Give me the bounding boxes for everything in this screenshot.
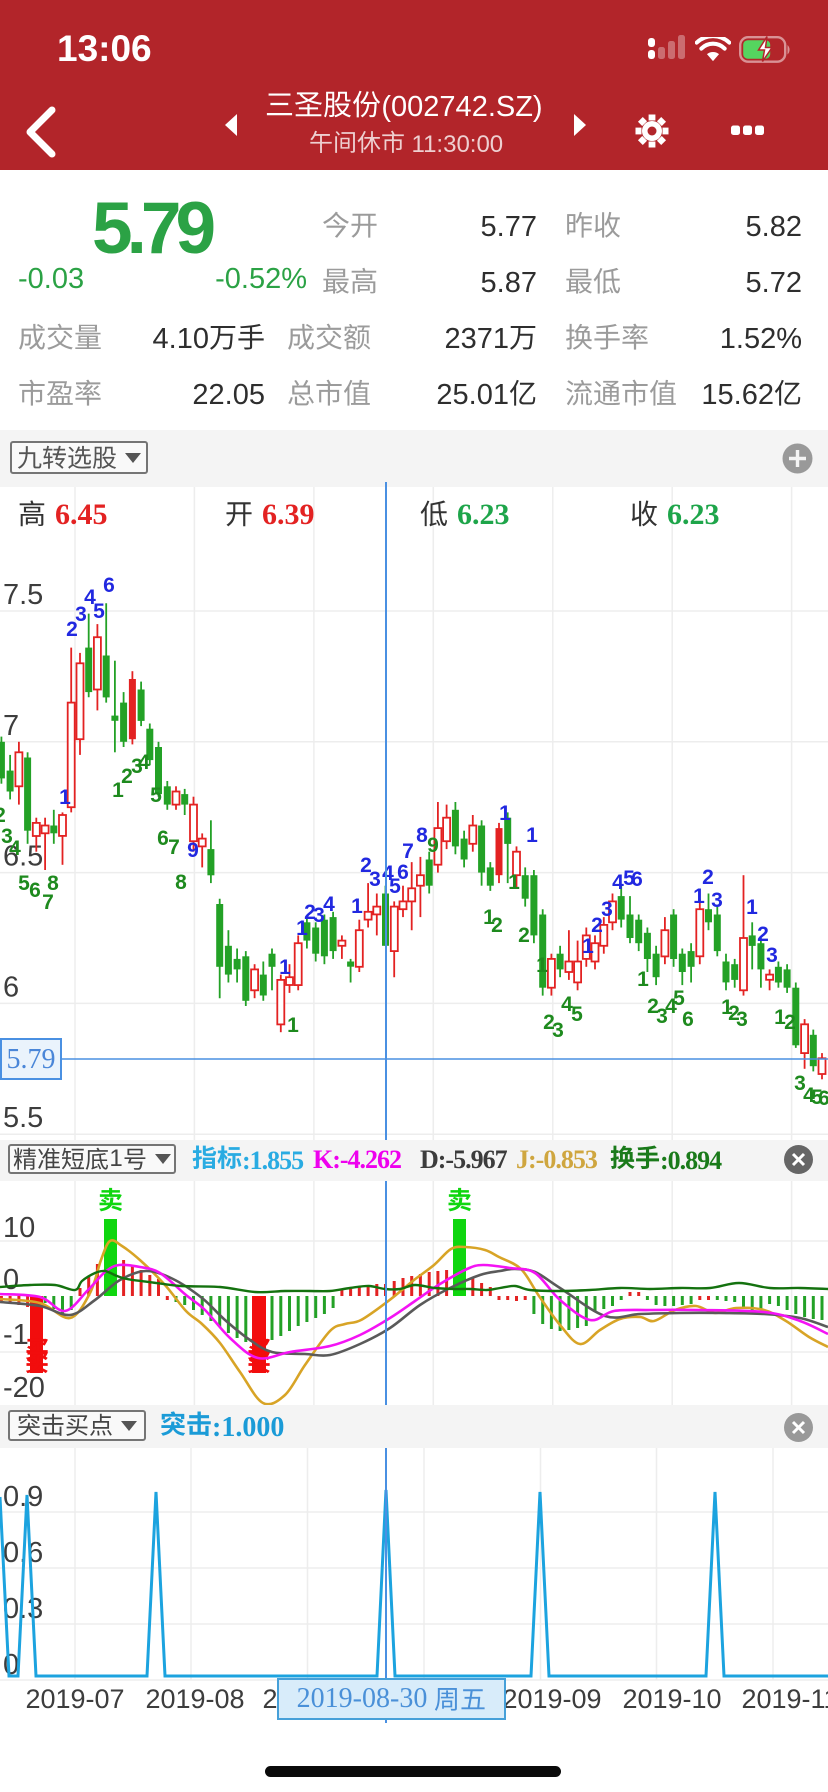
svg-text:4: 4 <box>138 751 150 774</box>
svg-text:2019-08: 2019-08 <box>145 1684 244 1714</box>
svg-text:7: 7 <box>168 836 180 859</box>
svg-text:1: 1 <box>582 935 594 958</box>
svg-text:4: 4 <box>665 995 677 1018</box>
svg-text:1: 1 <box>746 896 758 919</box>
svg-text:1: 1 <box>483 906 495 929</box>
svg-text:5: 5 <box>389 875 401 898</box>
svg-text:3: 3 <box>369 868 381 891</box>
svg-text:2: 2 <box>304 901 316 924</box>
svg-text:9: 9 <box>187 839 199 862</box>
svg-text:1: 1 <box>499 802 511 825</box>
svg-text:10: 10 <box>3 1212 35 1244</box>
svg-text:1: 1 <box>508 871 520 894</box>
svg-text:5: 5 <box>623 867 635 890</box>
svg-text:5: 5 <box>571 1003 583 1026</box>
svg-text:4: 4 <box>323 893 335 916</box>
svg-text:2019-11: 2019-11 <box>741 1684 828 1714</box>
svg-text:6: 6 <box>103 574 115 597</box>
svg-text:1: 1 <box>536 954 548 977</box>
svg-text:4: 4 <box>9 837 21 860</box>
svg-text:2: 2 <box>262 1684 277 1714</box>
svg-text:6.45: 6.45 <box>55 498 108 531</box>
svg-text:8: 8 <box>47 872 59 895</box>
svg-text:5: 5 <box>811 1086 823 1109</box>
svg-text:6.23: 6.23 <box>457 498 510 531</box>
svg-text:2019-10: 2019-10 <box>622 1684 721 1714</box>
svg-text:3: 3 <box>552 1019 564 1042</box>
svg-text:7: 7 <box>3 710 19 742</box>
svg-text:4: 4 <box>84 586 96 609</box>
svg-text:1: 1 <box>637 968 649 991</box>
svg-text:6: 6 <box>397 861 409 884</box>
svg-text:2: 2 <box>0 804 6 827</box>
svg-text:5: 5 <box>673 987 685 1010</box>
svg-text:3: 3 <box>794 1072 806 1095</box>
svg-text:2019-09: 2019-09 <box>502 1684 601 1714</box>
svg-text:2: 2 <box>591 914 603 937</box>
svg-text:7.5: 7.5 <box>3 579 43 611</box>
svg-text:2: 2 <box>66 618 78 641</box>
svg-text:6: 6 <box>818 1087 828 1110</box>
svg-text:2: 2 <box>491 914 503 937</box>
svg-text:2: 2 <box>543 1011 555 1034</box>
svg-text:1: 1 <box>351 895 363 918</box>
svg-text:3: 3 <box>75 603 87 626</box>
svg-text:1: 1 <box>59 786 71 809</box>
svg-text:7: 7 <box>402 840 414 863</box>
svg-text:6: 6 <box>3 971 19 1003</box>
svg-text:2: 2 <box>757 923 769 946</box>
svg-text:2: 2 <box>518 924 530 947</box>
svg-text:9: 9 <box>427 834 439 857</box>
svg-text:6.39: 6.39 <box>262 498 315 531</box>
svg-text:2: 2 <box>784 1011 796 1034</box>
svg-text:5: 5 <box>18 872 30 895</box>
svg-text:1: 1 <box>296 917 308 940</box>
svg-text:1: 1 <box>279 956 291 979</box>
svg-text:1: 1 <box>112 779 124 802</box>
svg-text:1: 1 <box>526 824 538 847</box>
svg-text:3: 3 <box>711 889 723 912</box>
svg-text:-1: -1 <box>3 1319 29 1351</box>
svg-text:2: 2 <box>121 765 133 788</box>
svg-text:5.5: 5.5 <box>3 1102 43 1134</box>
svg-text:3: 3 <box>601 898 613 921</box>
svg-text:3: 3 <box>656 1005 668 1028</box>
svg-text:2: 2 <box>728 1002 740 1025</box>
svg-text:7: 7 <box>42 891 54 914</box>
svg-text:6: 6 <box>29 879 41 902</box>
svg-text:8: 8 <box>175 871 187 894</box>
svg-text:6: 6 <box>157 827 169 850</box>
svg-text:3: 3 <box>766 944 778 967</box>
svg-text:3: 3 <box>313 904 325 927</box>
svg-text:5.79: 5.79 <box>7 1044 56 1075</box>
svg-text:3: 3 <box>736 1008 748 1031</box>
svg-text:4: 4 <box>612 871 624 894</box>
svg-text:1: 1 <box>721 996 733 1019</box>
svg-text:6: 6 <box>682 1008 694 1031</box>
svg-text:5: 5 <box>150 784 162 807</box>
svg-text:2: 2 <box>702 866 714 889</box>
svg-text:1: 1 <box>287 1014 299 1037</box>
svg-text:6: 6 <box>631 868 643 891</box>
svg-text:0.9: 0.9 <box>3 1481 43 1513</box>
svg-text:3: 3 <box>1 825 13 848</box>
svg-text:2: 2 <box>647 995 659 1018</box>
svg-text:5: 5 <box>93 600 105 623</box>
svg-text:3: 3 <box>131 755 143 778</box>
svg-text:6.23: 6.23 <box>667 498 720 531</box>
svg-text:2019-07: 2019-07 <box>25 1684 124 1714</box>
svg-text:2: 2 <box>360 854 372 877</box>
svg-text:0: 0 <box>3 1264 19 1296</box>
svg-text:4: 4 <box>561 993 573 1016</box>
svg-text:-20: -20 <box>3 1372 45 1404</box>
svg-text:4: 4 <box>803 1084 815 1107</box>
svg-text:1: 1 <box>774 1006 786 1029</box>
svg-text:1: 1 <box>693 885 705 908</box>
svg-text:8: 8 <box>416 824 428 847</box>
